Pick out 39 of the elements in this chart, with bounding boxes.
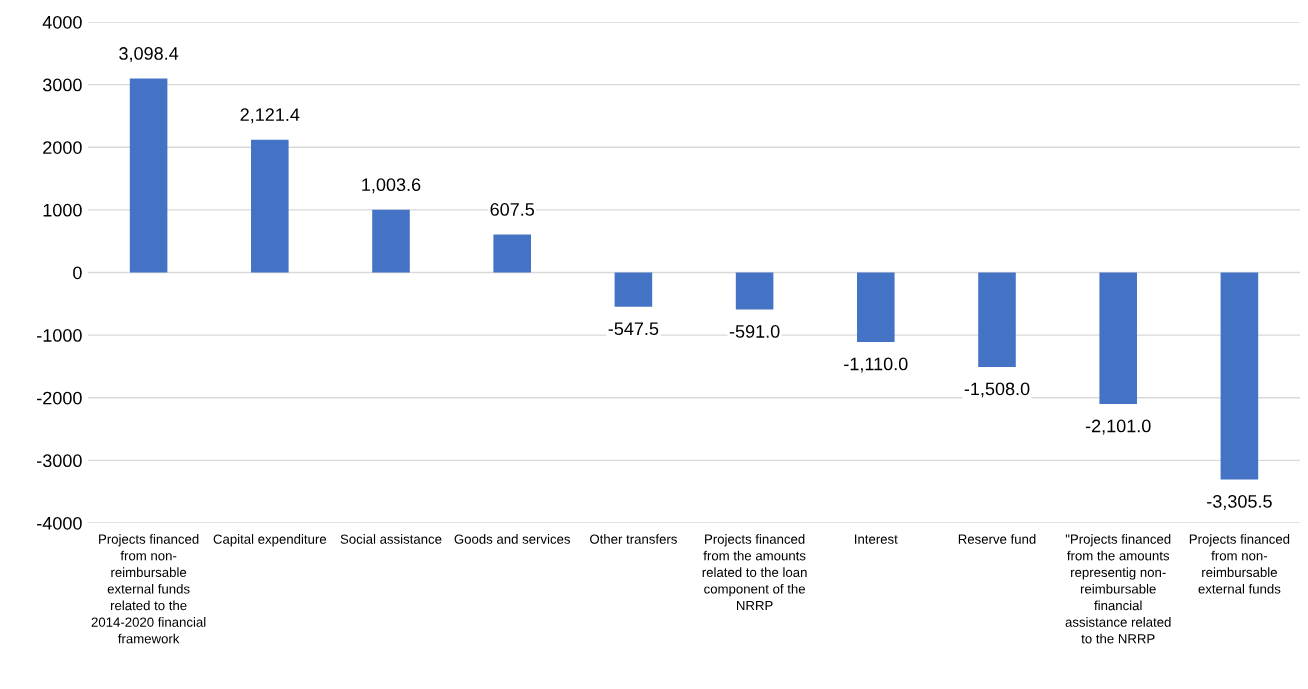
bar — [1099, 272, 1137, 405]
bar — [372, 209, 410, 273]
data-label: 607.5 — [490, 203, 535, 216]
y-tick-label: -2000 — [37, 391, 82, 405]
data-label: 3,098.4 — [119, 47, 179, 62]
bar — [251, 139, 289, 273]
bar — [614, 272, 653, 307]
y-tick-label: 2000 — [43, 141, 82, 154]
y-tick-label: -1000 — [37, 329, 82, 342]
data-label: 1,003.6 — [362, 178, 421, 194]
x-tick-label: Goods and services — [454, 534, 571, 544]
bar — [735, 272, 774, 310]
x-tick-label: Capital expenditure — [213, 534, 327, 547]
bar — [857, 272, 895, 343]
bar — [978, 272, 1016, 367]
data-label: -547.5 — [608, 322, 659, 336]
x-tick-label: Interest — [855, 534, 898, 544]
data-label: -1,508.0 — [964, 382, 1030, 398]
bar — [1220, 272, 1259, 480]
y-tick-label: 0 — [73, 266, 82, 280]
y-tick-label: 3000 — [42, 78, 82, 92]
y-tick-label: -3000 — [37, 454, 82, 468]
y-tick-label: 4000 — [42, 15, 82, 29]
x-tick-label: "Projects financed from the amounts representig non-reimbursable financial assistance related to the NRRP — [1065, 534, 1171, 644]
data-label: -2,101.0 — [1085, 419, 1151, 435]
bar — [493, 234, 531, 273]
data-label: -3,305.5 — [1207, 495, 1272, 510]
data-label: -591.0 — [729, 325, 780, 338]
x-tick-label: Projects financed from non-reimbursable external funds — [1189, 534, 1290, 594]
y-tick-label: -4000 — [37, 516, 82, 530]
x-tick-label: Projects financed from non-reimbursable external funds related to the 2014-2020 financial framework — [91, 534, 206, 644]
data-label: 2,121.4 — [240, 108, 300, 124]
data-label: -1,110.0 — [844, 357, 908, 373]
x-tick-label: Other transfers — [590, 534, 677, 544]
x-tick-label: Reserve fund — [958, 534, 1036, 544]
x-tick-label: Projects financed from the amounts related to the loan component of the NRRP — [702, 534, 807, 611]
x-tick-label: Social assistance — [340, 534, 442, 544]
bar — [129, 78, 168, 273]
y-tick-label: 1000 — [43, 203, 82, 217]
